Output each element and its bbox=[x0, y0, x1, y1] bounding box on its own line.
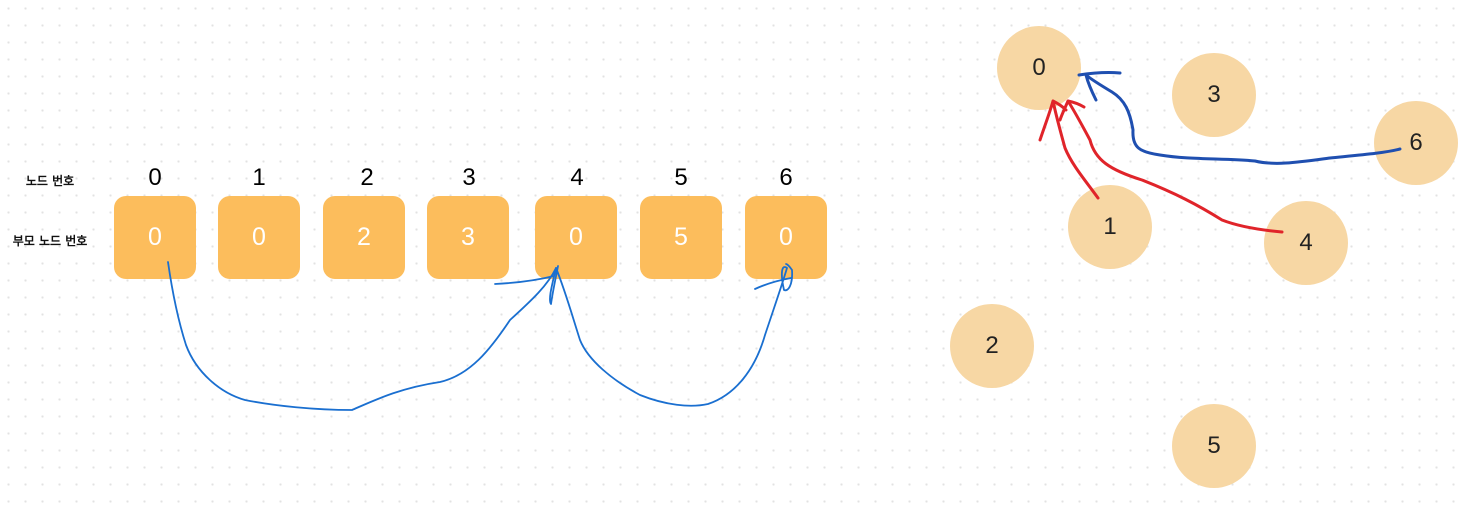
node-index-5: 5 bbox=[674, 164, 688, 191]
node-index-6: 6 bbox=[779, 164, 793, 191]
edge-node1-to-node0 bbox=[1038, 99, 1100, 200]
arc-cell0-to-cell4 bbox=[167, 261, 559, 411]
tree-node-6: 6 bbox=[1374, 101, 1458, 185]
parent-cell-2: 2 bbox=[323, 196, 405, 279]
parent-cell-6: 0 bbox=[745, 196, 827, 279]
parent-cell-3: 3 bbox=[427, 196, 509, 279]
parent-cell-4: 0 bbox=[535, 196, 617, 279]
tree-node-5: 5 bbox=[1172, 404, 1256, 488]
node-index-4: 4 bbox=[570, 164, 584, 191]
parent-cell-1: 0 bbox=[218, 196, 300, 279]
parent-cell-0: 0 bbox=[114, 196, 196, 279]
node-number-label: 노드 번호 bbox=[25, 174, 75, 188]
node-index-3: 3 bbox=[462, 164, 476, 191]
node-index-1: 1 bbox=[252, 164, 266, 191]
node-index-2: 2 bbox=[360, 164, 374, 191]
tree-node-2: 2 bbox=[950, 304, 1034, 388]
tree-node-4: 4 bbox=[1264, 201, 1348, 285]
parent-node-number-label: 부모 노드 번호 bbox=[12, 234, 88, 248]
node-index-0: 0 bbox=[148, 164, 162, 191]
arc-cell4-to-cell6 bbox=[555, 263, 794, 407]
tree-node-3: 3 bbox=[1172, 53, 1256, 137]
tree-node-0: 0 bbox=[997, 26, 1081, 110]
parent-cell-5: 5 bbox=[640, 196, 722, 279]
tree-node-1: 1 bbox=[1068, 185, 1152, 269]
